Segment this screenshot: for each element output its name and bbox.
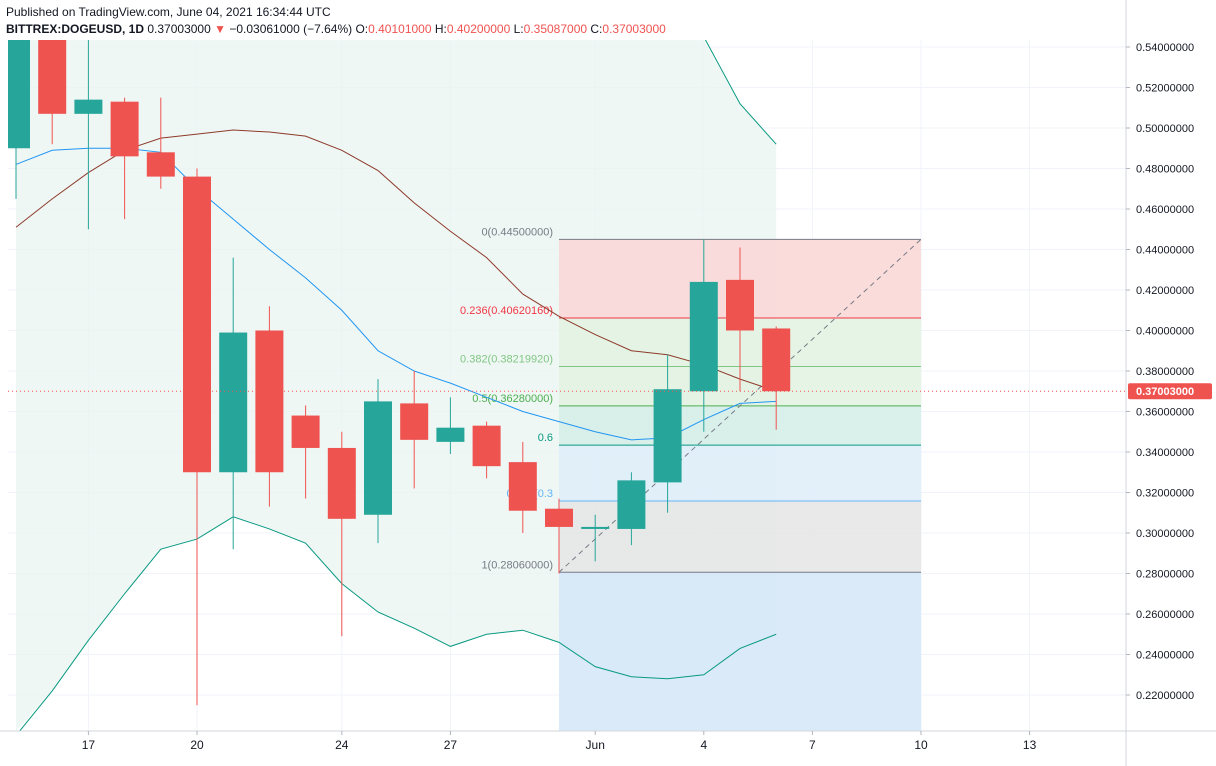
candle-body bbox=[291, 415, 320, 448]
open-label: O: bbox=[355, 22, 369, 36]
fib-level-label: 0.236(0.40620160) bbox=[460, 305, 553, 317]
symbol-label[interactable]: BITTREX:DOGEUSD, 1D bbox=[6, 22, 145, 36]
chart-header: Published on TradingView.com, June 04, 2… bbox=[6, 4, 666, 38]
bollinger-lower-line bbox=[19, 516, 777, 731]
time-tick-label: 17 bbox=[82, 738, 96, 752]
price-tick-label: 0.30000000 bbox=[1136, 528, 1194, 540]
time-tick-label: 24 bbox=[335, 738, 349, 752]
symbol-line: BITTREX:DOGEUSD, 1D 0.37003000 ▼ −0.0306… bbox=[6, 21, 666, 38]
candles bbox=[8, 40, 1126, 706]
candle-body bbox=[183, 176, 211, 473]
candle-body bbox=[74, 99, 103, 114]
published-line: Published on TradingView.com, June 04, 2… bbox=[6, 5, 331, 19]
bollinger-upper-outer-line bbox=[704, 40, 777, 145]
bollinger-upper-line bbox=[15, 147, 777, 441]
low-value: 0.35087000 bbox=[523, 22, 588, 36]
fib-zone bbox=[559, 572, 921, 731]
price-axis[interactable]: 0.54000000 0.52000000 0.50000000 0.48000000… bbox=[1125, 0, 1212, 766]
time-tick-label: 4 bbox=[700, 738, 707, 752]
price-tick-label: 0.34000000 bbox=[1136, 447, 1194, 459]
price-tick-label: 0.48000000 bbox=[1136, 164, 1194, 176]
price-tick-label: 0.50000000 bbox=[1136, 123, 1194, 135]
candle-body bbox=[508, 462, 537, 511]
candle-body bbox=[364, 401, 392, 515]
fib-level-label: 0.5(0.36280000) bbox=[472, 393, 553, 405]
candle-body bbox=[617, 480, 646, 529]
fib-zone bbox=[559, 445, 921, 502]
candle-body bbox=[219, 332, 248, 473]
fib-level-label: 1(0.28060000) bbox=[481, 559, 553, 571]
price-tick-label: 0.38000000 bbox=[1136, 366, 1194, 378]
candle-body bbox=[146, 152, 175, 177]
price-tick-label: 0.46000000 bbox=[1136, 204, 1194, 216]
price-tick-label: 0.36000000 bbox=[1136, 407, 1194, 419]
candle-body bbox=[38, 40, 67, 114]
high-value: 0.40200000 bbox=[446, 22, 511, 36]
low-label: L: bbox=[513, 22, 524, 36]
candle-body bbox=[726, 279, 754, 331]
last-price-label: 0.37003000 bbox=[1136, 386, 1194, 398]
last-price-badge bbox=[1128, 383, 1212, 400]
price-tick-label: 0.28000000 bbox=[1136, 569, 1194, 581]
fib-level-label: 0.6 bbox=[538, 432, 553, 444]
time-axis[interactable]: 17 20 24 27 Jun 4 7 10 13 bbox=[0, 730, 1216, 752]
time-tick-label: 7 bbox=[809, 738, 816, 752]
candle-body bbox=[110, 101, 139, 157]
candle-body bbox=[653, 389, 682, 483]
candle-body bbox=[8, 40, 30, 149]
fib-zone bbox=[559, 405, 921, 446]
time-tick-label: 10 bbox=[914, 738, 928, 752]
candle-body bbox=[255, 330, 284, 473]
open-value: 0.40101000 bbox=[368, 22, 432, 36]
time-tick-label: Jun bbox=[586, 738, 605, 752]
price-tick-label: 0.54000000 bbox=[1136, 42, 1194, 54]
candle-body bbox=[436, 427, 465, 442]
time-tick-label: 27 bbox=[444, 738, 458, 752]
fib-level-label: 0(0.44500000) bbox=[481, 226, 553, 238]
price-tick-label: 0.42000000 bbox=[1136, 285, 1194, 297]
price-tick-label: 0.24000000 bbox=[1136, 650, 1194, 662]
candle-body bbox=[400, 403, 429, 440]
high-label: H: bbox=[434, 22, 447, 36]
price-tick-label: 0.52000000 bbox=[1136, 83, 1194, 95]
candle-body bbox=[762, 328, 791, 392]
change-arrow-icon: ▼ bbox=[214, 22, 226, 36]
time-tick-label: 13 bbox=[1023, 738, 1037, 752]
time-tick-label: 20 bbox=[190, 738, 204, 752]
bollinger-basis-line bbox=[15, 129, 777, 392]
last-price: 0.37003000 bbox=[147, 22, 211, 36]
price-tick-label: 0.26000000 bbox=[1136, 609, 1194, 621]
fib-level-label: 0.382(0.38219920) bbox=[460, 354, 553, 366]
candle-body bbox=[689, 281, 718, 392]
fib-zone bbox=[559, 501, 921, 573]
candle-body bbox=[327, 447, 356, 519]
candle-body bbox=[581, 526, 610, 529]
bollinger-bands bbox=[15, 40, 777, 731]
close-label: C: bbox=[590, 22, 603, 36]
change-value: −0.03061000 (−7.64%) bbox=[229, 22, 353, 36]
price-tick-label: 0.32000000 bbox=[1136, 488, 1194, 500]
price-tick-label: 0.44000000 bbox=[1136, 245, 1194, 257]
price-tick-label: 0.40000000 bbox=[1136, 326, 1194, 338]
candle-body bbox=[545, 508, 573, 527]
price-tick-label: 0.22000000 bbox=[1136, 690, 1194, 702]
candle-body bbox=[472, 425, 501, 467]
close-value: 0.37003000 bbox=[602, 22, 666, 36]
